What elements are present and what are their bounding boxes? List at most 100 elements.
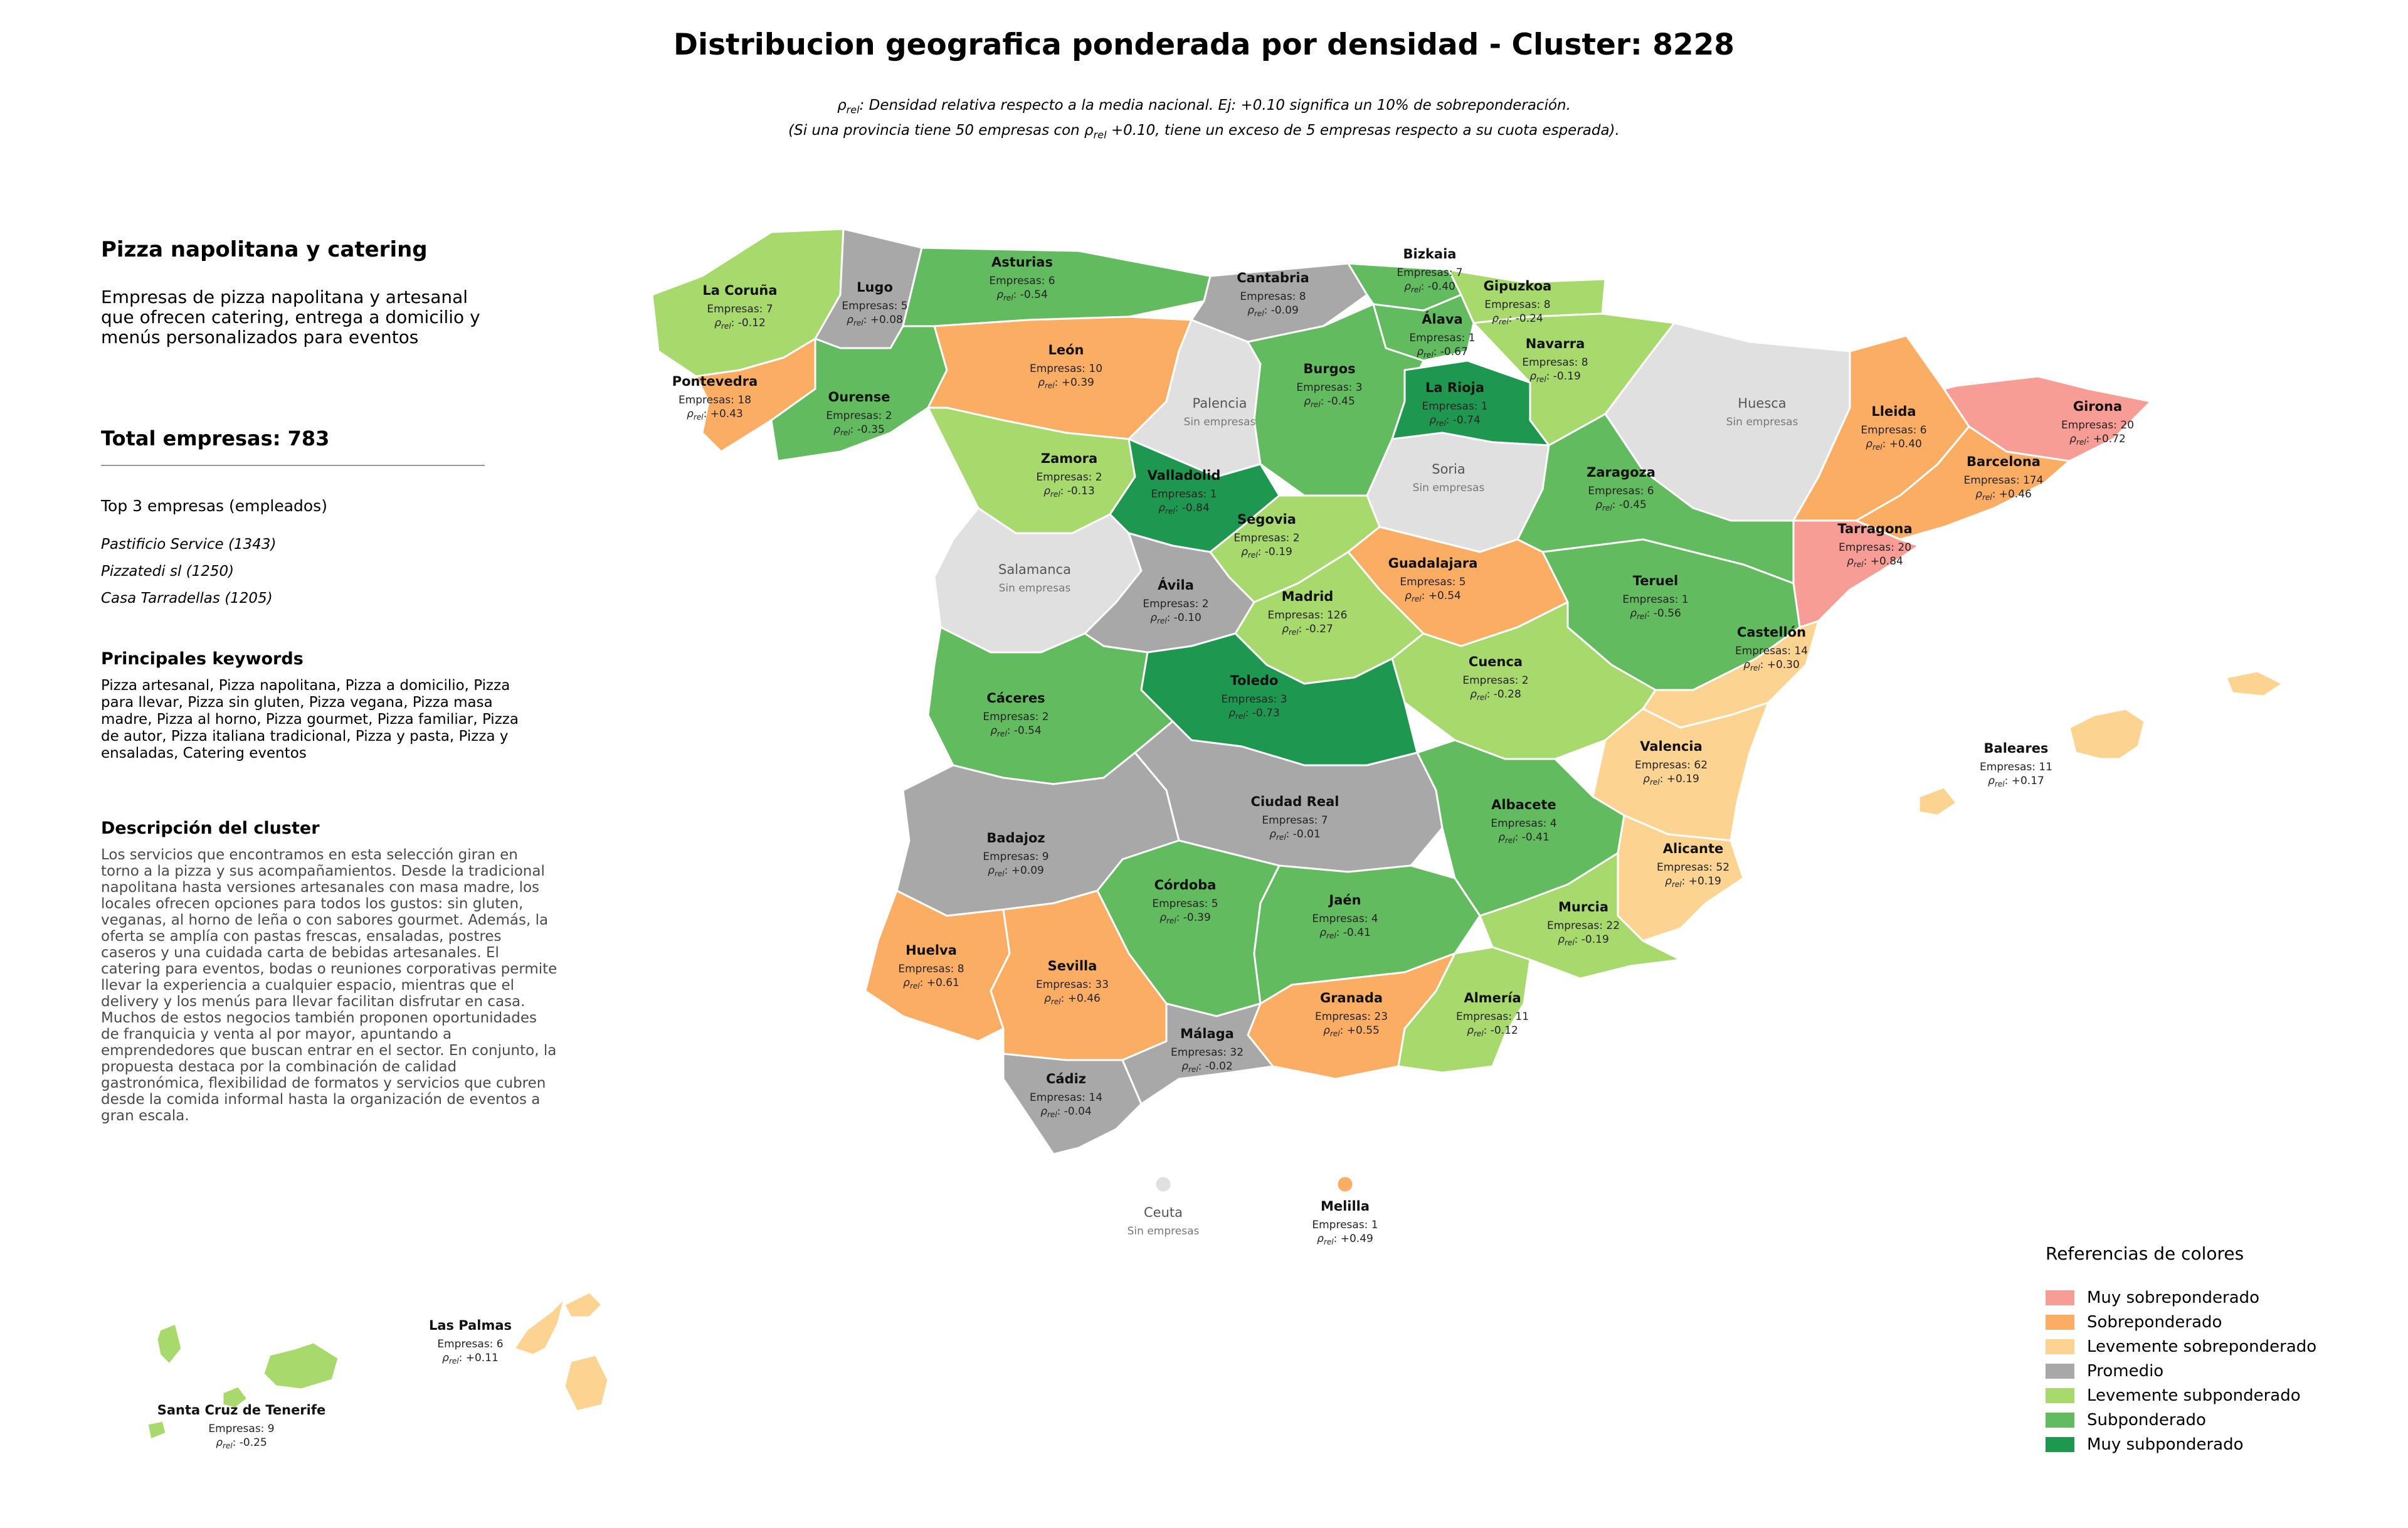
province-companies: Empresas: 8	[1522, 356, 1588, 369]
legend-swatch	[2046, 1387, 2074, 1403]
province-companies: Empresas: 6	[989, 275, 1055, 287]
province-companies: Empresas: 7	[1397, 267, 1462, 279]
province-shape-malaga	[1121, 1002, 1274, 1105]
province-name: Huelva	[906, 943, 957, 958]
map-subtitle: ρrel: Densidad relativa respecto a la me…	[0, 95, 2408, 145]
province-rho: ρrel: +0.84	[1847, 555, 1903, 569]
province-shape-baleares	[2068, 708, 2146, 760]
province-companies: Empresas: 1	[1151, 488, 1217, 501]
province-rho: ρrel: -0.74	[1429, 414, 1481, 428]
province-companies: Empresas: 14	[1030, 1091, 1102, 1104]
province-name: Ourense	[828, 390, 890, 405]
subtitle-line-1: ρrel: Densidad relativa respecto a la me…	[837, 97, 1571, 116]
legend-swatch	[2046, 1436, 2074, 1452]
cluster-short-description: Empresas de pizza napolitana y artesanal…	[101, 287, 480, 348]
province-rho: ρrel: -0.12	[714, 317, 766, 331]
total-companies: Total empresas: 783	[101, 427, 330, 450]
province-rho: ρrel: -0.10	[1150, 612, 1201, 625]
province-rho: ρrel: -0.54	[996, 289, 1048, 302]
legend-label: Subponderado	[2087, 1410, 2206, 1430]
province-companies: Empresas: 11	[1456, 1011, 1529, 1023]
province-companies: Empresas: 2	[1233, 532, 1299, 544]
legend-label: Muy sobreponderado	[2087, 1288, 2260, 1307]
province-rho: ρrel: -0.45	[1595, 499, 1647, 512]
province-companies: Empresas: 2	[1036, 471, 1102, 484]
province-companies: Empresas: 174	[1964, 474, 2044, 487]
legend-item: Sobreponderado	[2046, 1310, 2316, 1334]
province-name: Burgos	[1303, 361, 1355, 376]
province-shape-ceuta	[1154, 1175, 1173, 1194]
province-name: Soria	[1432, 462, 1465, 477]
province-companies: Empresas: 1	[1422, 400, 1487, 413]
province-companies: Sin empresas	[1184, 416, 1256, 428]
province-rho: ρrel: +0.30	[1743, 659, 1800, 672]
legend-label: Promedio	[2087, 1361, 2164, 1381]
province-companies: Empresas: 18	[679, 394, 751, 406]
province-rho: ρrel: +0.43	[687, 408, 743, 422]
province-shape-cadiz	[1002, 1053, 1143, 1155]
province-rho: ρrel: +0.17	[1988, 775, 2044, 788]
province-companies: Empresas: 5	[842, 300, 907, 312]
province-rho: ρrel: -0.45	[1304, 395, 1355, 409]
province-shape-las-palmas	[563, 1354, 610, 1413]
top3-item: Pizzatedi sl (1250)	[101, 563, 235, 580]
province-rho: ρrel: +0.09	[988, 864, 1044, 878]
legend-item: Levemente subponderado	[2046, 1383, 2316, 1408]
province-shape-santa-cruz-de-tenerife	[146, 1419, 167, 1441]
province-companies: Empresas: 10	[1030, 363, 1102, 375]
province-name: León	[1048, 342, 1084, 358]
province-name: Cáceres	[986, 691, 1045, 706]
province-companies: Empresas: 8	[1484, 299, 1550, 311]
province-name: Teruel	[1633, 573, 1679, 588]
keywords-text: Pizza artesanal, Pizza napolitana, Pizza…	[101, 677, 519, 761]
province-name: Lleida	[1871, 404, 1916, 419]
province-rho: ρrel: +0.72	[2069, 433, 2126, 447]
legend-swatch	[2046, 1339, 2074, 1354]
legend-label: Levemente sobreponderado	[2087, 1337, 2317, 1356]
province-rho: ρrel: -0.41	[1319, 926, 1371, 940]
province-rho: ρrel: -0.09	[1247, 304, 1299, 318]
province-shape-santa-cruz-de-tenerife	[221, 1385, 249, 1409]
province-rho: ρrel: -0.24	[1492, 312, 1543, 326]
province-name: Cuenca	[1469, 654, 1523, 669]
province-companies: Empresas: 7	[707, 303, 773, 316]
province-companies: Empresas: 5	[1152, 898, 1218, 910]
divider	[101, 465, 485, 466]
province-shape-melilla	[1336, 1175, 1354, 1194]
legend-item: Muy sobreponderado	[2046, 1285, 2316, 1310]
legend-title: Referencias de colores	[2046, 1243, 2244, 1264]
province-companies: Empresas: 52	[1657, 861, 1729, 874]
province-companies: Empresas: 3	[1296, 381, 1362, 394]
province-companies: Empresas: 20	[1839, 541, 1911, 554]
province-shape-santa-cruz-de-tenerife	[156, 1322, 183, 1366]
province-rho: ρrel: -0.04	[1040, 1105, 1092, 1119]
legend-label: Muy subponderado	[2087, 1435, 2244, 1454]
province-name: Málaga	[1180, 1026, 1234, 1041]
province-name: Navarra	[1526, 336, 1585, 351]
keywords-title: Principales keywords	[101, 649, 304, 669]
province-companies: Empresas: 5	[1400, 576, 1465, 588]
province-name: La Coruña	[702, 283, 777, 298]
province-rho: ρrel: -0.41	[1498, 831, 1550, 845]
province-shape-las-palmas	[563, 1291, 603, 1318]
province-name: Ciudad Real	[1251, 794, 1339, 809]
legend-label: Sobreponderado	[2087, 1312, 2222, 1332]
province-name: Granada	[1320, 990, 1383, 1005]
province-name: Guadalajara	[1388, 556, 1478, 571]
province-rho: ρrel: +0.49	[1317, 1233, 1373, 1246]
province-companies: Empresas: 14	[1735, 645, 1808, 657]
province-name: Zamora	[1041, 451, 1097, 466]
province-name: Girona	[2073, 399, 2122, 414]
province-name: Ávila	[1158, 577, 1194, 593]
province-name: Albacete	[1491, 797, 1556, 812]
province-companies: Empresas: 9	[208, 1423, 274, 1435]
province-rho: ρrel: -0.12	[1467, 1024, 1518, 1038]
province-rho: ρrel: -0.54	[990, 724, 1042, 738]
province-rho: ρrel: -0.56	[1630, 607, 1681, 621]
province-companies: Empresas: 7	[1262, 814, 1328, 827]
province-shape-santa-cruz-de-tenerife	[262, 1341, 340, 1391]
province-name: Sevilla	[1048, 958, 1097, 974]
province-companies: Empresas: 2	[1462, 674, 1528, 687]
top3-item: Pastificio Service (1343)	[101, 536, 277, 553]
description-text: Los servicios que encontramos en esta se…	[101, 847, 557, 1124]
